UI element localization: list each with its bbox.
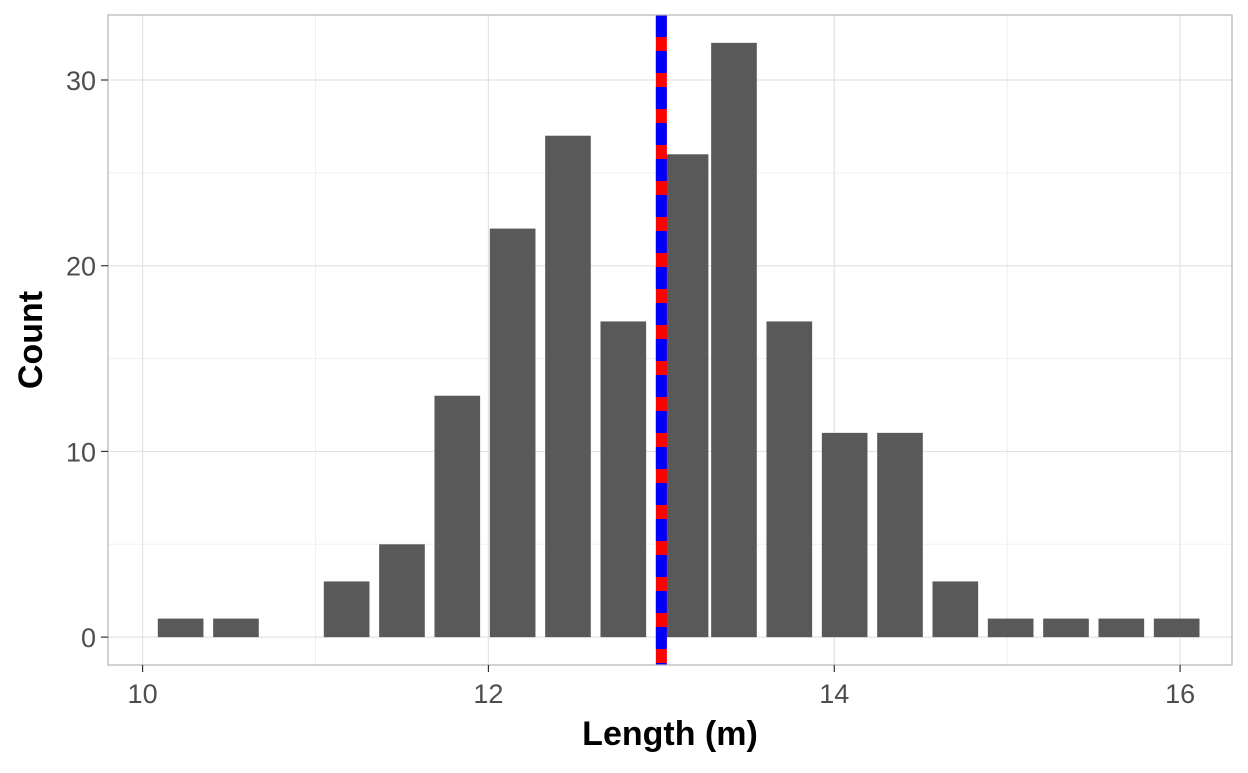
histogram-bar xyxy=(489,228,536,638)
x-tick-label: 14 xyxy=(819,679,849,709)
histogram-bar xyxy=(877,432,923,638)
panel-border xyxy=(107,14,1233,666)
y-axis-title: Count xyxy=(12,291,50,389)
ticks-layer: 10 12 14 16 0 10 20 30 xyxy=(66,66,1195,709)
bars-layer xyxy=(157,42,1200,638)
histogram-bar xyxy=(213,618,259,638)
histogram-bar xyxy=(157,618,204,638)
histogram-bar xyxy=(932,581,979,638)
y-tick-label: 30 xyxy=(66,66,96,96)
histogram-bar xyxy=(323,581,370,638)
histogram-bar xyxy=(600,321,647,638)
histogram-bar xyxy=(545,135,591,638)
y-tick-label: 20 xyxy=(66,252,96,282)
x-tick-label: 10 xyxy=(128,679,158,709)
y-tick-label: 0 xyxy=(81,623,96,653)
histogram-bar xyxy=(1098,618,1145,638)
y-tick-label: 10 xyxy=(66,437,96,467)
histogram-bar xyxy=(987,618,1034,638)
histogram-bar xyxy=(711,42,757,638)
x-tick-label: 12 xyxy=(473,679,503,709)
histogram-bar xyxy=(821,432,868,638)
x-axis-title: Length (m) xyxy=(582,715,758,753)
x-tick-label: 16 xyxy=(1165,679,1195,709)
histogram-bar xyxy=(379,544,425,638)
histogram-bar xyxy=(1153,618,1200,638)
histogram-bar xyxy=(766,321,813,638)
histogram-bar xyxy=(434,395,481,638)
histogram-bar xyxy=(1043,618,1089,638)
histogram-bar xyxy=(662,154,709,638)
